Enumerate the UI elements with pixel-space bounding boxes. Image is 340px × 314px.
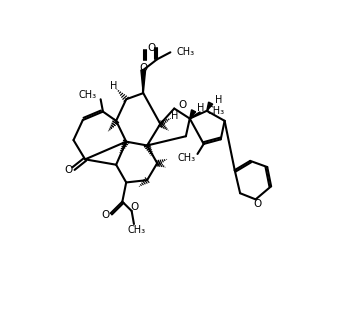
Text: H: H [215, 95, 222, 105]
Text: H: H [171, 111, 178, 121]
Text: O: O [101, 210, 109, 220]
Text: H: H [110, 81, 118, 91]
Text: O: O [64, 165, 72, 175]
Text: H: H [198, 103, 205, 113]
Text: O: O [178, 100, 186, 111]
Text: CH₃: CH₃ [79, 90, 97, 100]
Text: O: O [253, 199, 261, 209]
Text: CH₃: CH₃ [207, 106, 225, 116]
Text: CH₃: CH₃ [178, 153, 196, 163]
Text: CH₃: CH₃ [127, 225, 145, 235]
Text: O: O [131, 202, 139, 212]
Text: CH₃: CH₃ [176, 47, 195, 57]
Polygon shape [190, 110, 196, 118]
Polygon shape [207, 102, 213, 111]
Text: O: O [139, 63, 147, 73]
Polygon shape [141, 70, 146, 93]
Text: O: O [148, 43, 156, 53]
